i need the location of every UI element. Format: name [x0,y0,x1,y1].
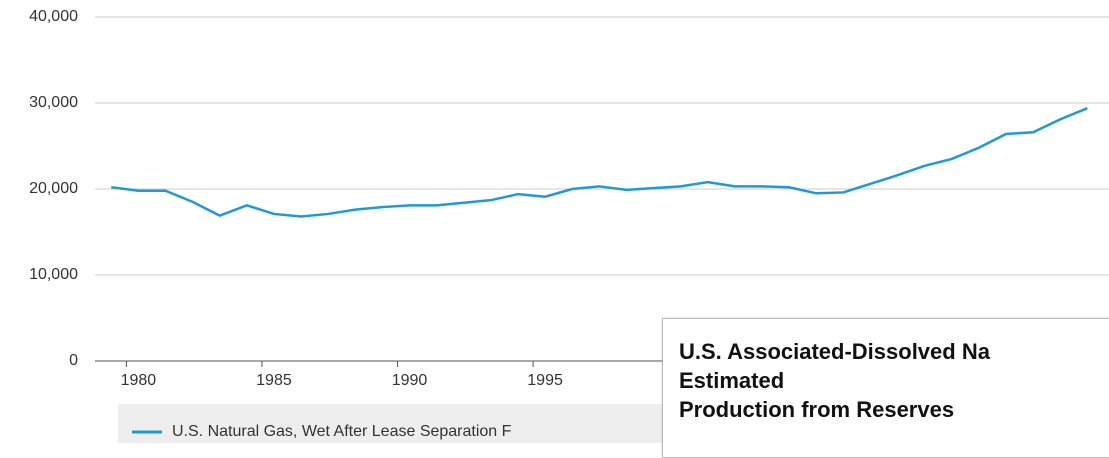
y-tick-label: 30,000 [29,94,78,111]
x-tick-label: 1985 [256,372,292,389]
legend-label: U.S. Natural Gas, Wet After Lease Separa… [172,423,512,440]
page: 0 10,000 20,000 30,000 40,000 1980 1985 1990 199… [29,8,1109,458]
tooltip-line: Estimated [679,368,785,393]
x-tick-label: 1980 [121,372,157,389]
legend-box [118,404,678,443]
line [111,107,1088,218]
x-tick-label: 1990 [392,372,428,389]
tooltip-line: Production from Reserves [679,397,955,422]
y-tick-label: 10,000 [29,266,78,283]
y-tick-label: 20,000 [29,180,78,197]
x-tick-label: 1995 [527,372,563,389]
y-tick-label: 0 [69,352,78,369]
y-tick-label: 40,000 [29,8,78,25]
tooltip-line: U.S. Associated-Dissolved Na [679,339,990,364]
tooltip: U.S. Associated-Dissolved Na Estimated P… [662,318,1109,458]
chart: 0 10,000 20,000 30,000 40,000 1980 1985 1990 199… [29,8,1109,443]
